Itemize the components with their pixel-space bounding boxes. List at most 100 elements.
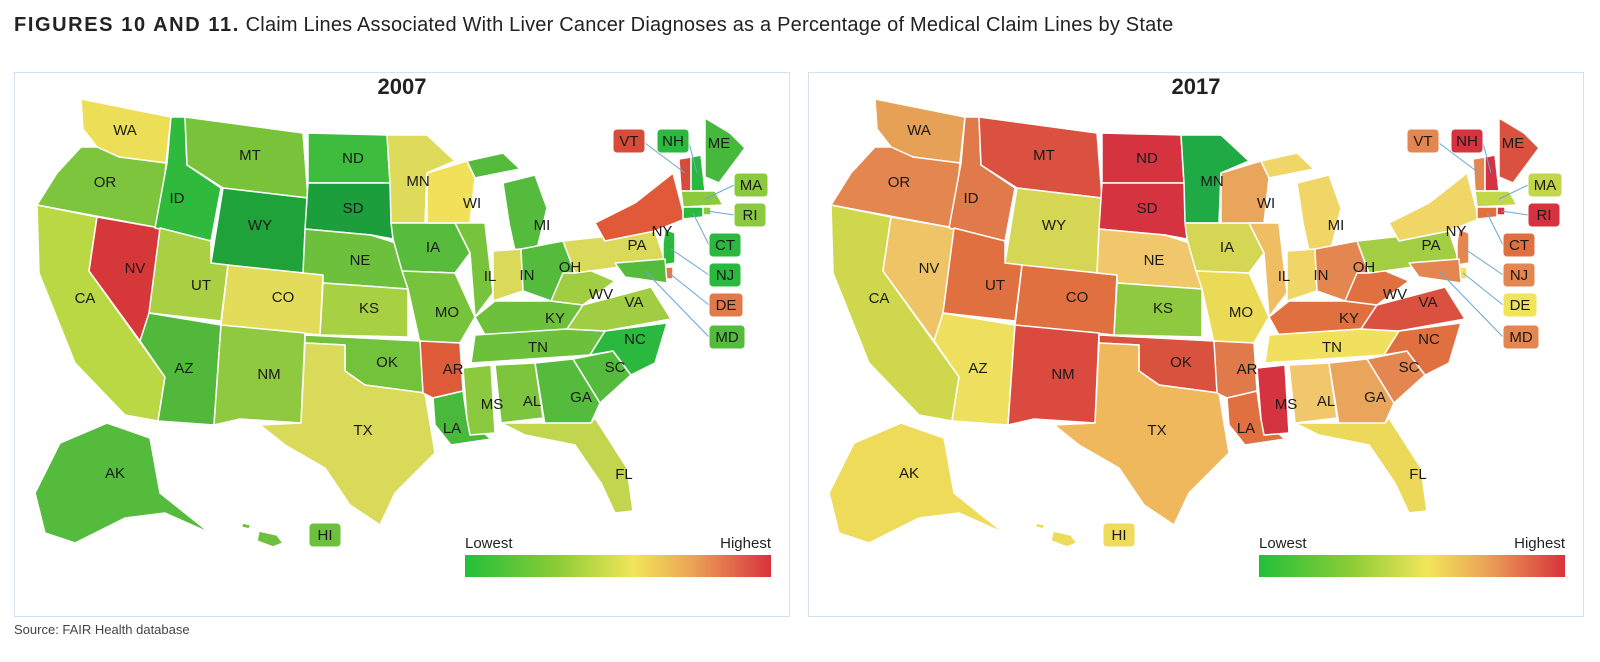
color-legend: Lowest Highest <box>465 535 771 577</box>
state-label-in: IN <box>1314 267 1329 284</box>
state-label-wi: WI <box>463 195 481 212</box>
legend-lowest-label: Lowest <box>465 535 513 552</box>
callout-leader-nj <box>670 248 710 276</box>
state-label-ne: NE <box>1144 252 1165 269</box>
state-me <box>704 117 746 184</box>
callout-label-ma: MA <box>1534 177 1557 194</box>
callout-label-vt: VT <box>1413 133 1432 150</box>
callout-leader-md <box>1438 270 1504 338</box>
state-nm <box>1007 324 1100 426</box>
state-label-wa: WA <box>113 122 137 139</box>
state-al <box>494 362 544 424</box>
state-label-tn: TN <box>1322 339 1342 356</box>
state-label-id: ID <box>964 190 979 207</box>
state-label-mt: MT <box>1033 147 1055 164</box>
state-sd <box>1098 182 1188 240</box>
state-ms <box>462 364 496 436</box>
state-label-sd: SD <box>1137 200 1158 217</box>
callout-box-vt <box>1406 128 1440 154</box>
panel-year-title: 2017 <box>1171 74 1221 99</box>
panel-year-title: 2007 <box>377 74 427 99</box>
state-label-la: LA <box>443 420 461 437</box>
legend-gradient-bar <box>1259 555 1565 577</box>
callout-label-nh: NH <box>1456 133 1478 150</box>
state-label-ia: IA <box>1220 239 1234 256</box>
state-label-ga: GA <box>1364 389 1386 406</box>
callout-leader-ct <box>1486 212 1504 246</box>
state-label-mt: MT <box>239 147 261 164</box>
state-label-al: AL <box>1317 393 1335 410</box>
legend-highest-label: Highest <box>1514 535 1565 552</box>
state-label-wv: WV <box>1383 286 1407 303</box>
state-fl <box>1294 417 1428 514</box>
callout-label-ri: RI <box>743 207 758 224</box>
callout-box-de <box>1502 292 1538 318</box>
state-in <box>1286 248 1318 302</box>
callout-leader-nh <box>688 142 698 174</box>
state-label-ky: KY <box>1339 310 1359 327</box>
state-label-or: OR <box>888 174 911 191</box>
state-label-il: IL <box>484 268 497 285</box>
callout-label-hi: HI <box>318 527 333 544</box>
callout-label-ri: RI <box>1537 207 1552 224</box>
state-label-ut: UT <box>985 277 1005 294</box>
callout-leader-nh <box>1482 142 1492 174</box>
state-vt <box>1472 156 1486 192</box>
state-label-il: IL <box>1278 268 1291 285</box>
state-label-mn: MN <box>1200 173 1223 190</box>
callout-leader-ri <box>706 210 735 216</box>
state-ga <box>1328 358 1395 426</box>
callout-leader-vt <box>644 142 686 174</box>
us-choropleth-map-2017: WA OR CA NV ID MT WY UT CO AZ NM ND SD NE KS OK TX MN IA MO… <box>828 98 1563 548</box>
state-labels: WA OR CA NV ID MT WY UT CO AZ NM ND SD NE KS OK TX MN IA MO… <box>75 122 731 483</box>
state-in <box>492 248 524 302</box>
state-label-ky: KY <box>545 310 565 327</box>
state-label-co: CO <box>1066 289 1089 306</box>
figure-title-lead: FIGURES 10 AND 11. <box>14 14 240 36</box>
state-label-oh: OH <box>559 259 582 276</box>
callout-leader-ct <box>692 212 710 246</box>
state-tx <box>259 342 436 526</box>
state-shapes <box>34 98 746 548</box>
state-ks <box>319 282 409 338</box>
state-label-ar: AR <box>443 361 464 378</box>
state-label-wy: WY <box>248 217 272 234</box>
state-label-in: IN <box>520 267 535 284</box>
legend-highest-label: Highest <box>720 535 771 552</box>
callout-box-ct <box>1502 232 1536 258</box>
callout-leader-de <box>1462 272 1504 306</box>
callout-box-hi <box>308 522 342 548</box>
state-label-ny: NY <box>652 223 673 240</box>
callout-box-nj <box>1502 262 1536 288</box>
callout-box-nj <box>708 262 742 288</box>
state-label-la: LA <box>1237 420 1255 437</box>
state-nj <box>1456 228 1470 266</box>
state-hi <box>1034 522 1078 548</box>
state-va <box>1360 286 1466 332</box>
state-label-mo: MO <box>1229 304 1253 321</box>
state-labels: WA OR CA NV ID MT WY UT CO AZ NM ND SD NE KS OK TX MN IA MO… <box>869 122 1525 483</box>
state-label-oh: OH <box>1353 259 1376 276</box>
state-label-nc: NC <box>624 331 646 348</box>
state-label-va: VA <box>625 294 644 311</box>
callout-leader-de <box>668 272 710 306</box>
state-md <box>1408 258 1462 284</box>
state-label-me: ME <box>708 135 731 152</box>
callout-box-ct <box>708 232 742 258</box>
state-label-nm: NM <box>1051 366 1074 383</box>
state-label-ms: MS <box>481 396 504 413</box>
state-me <box>1498 117 1540 184</box>
callout-box-hi <box>1102 522 1136 548</box>
state-label-va: VA <box>1419 294 1438 311</box>
callout-label-nj: NJ <box>716 267 734 284</box>
callout-label-ma: MA <box>740 177 763 194</box>
callout-label-md: MD <box>715 329 738 346</box>
color-legend: Lowest Highest <box>1259 535 1565 577</box>
state-label-mn: MN <box>406 173 429 190</box>
state-label-ok: OK <box>1170 354 1192 371</box>
callout-box-nh <box>1450 128 1484 154</box>
state-ak <box>828 422 1005 544</box>
state-label-sd: SD <box>343 200 364 217</box>
callout-box-ri <box>733 202 767 228</box>
callout-label-ct: CT <box>715 237 735 254</box>
